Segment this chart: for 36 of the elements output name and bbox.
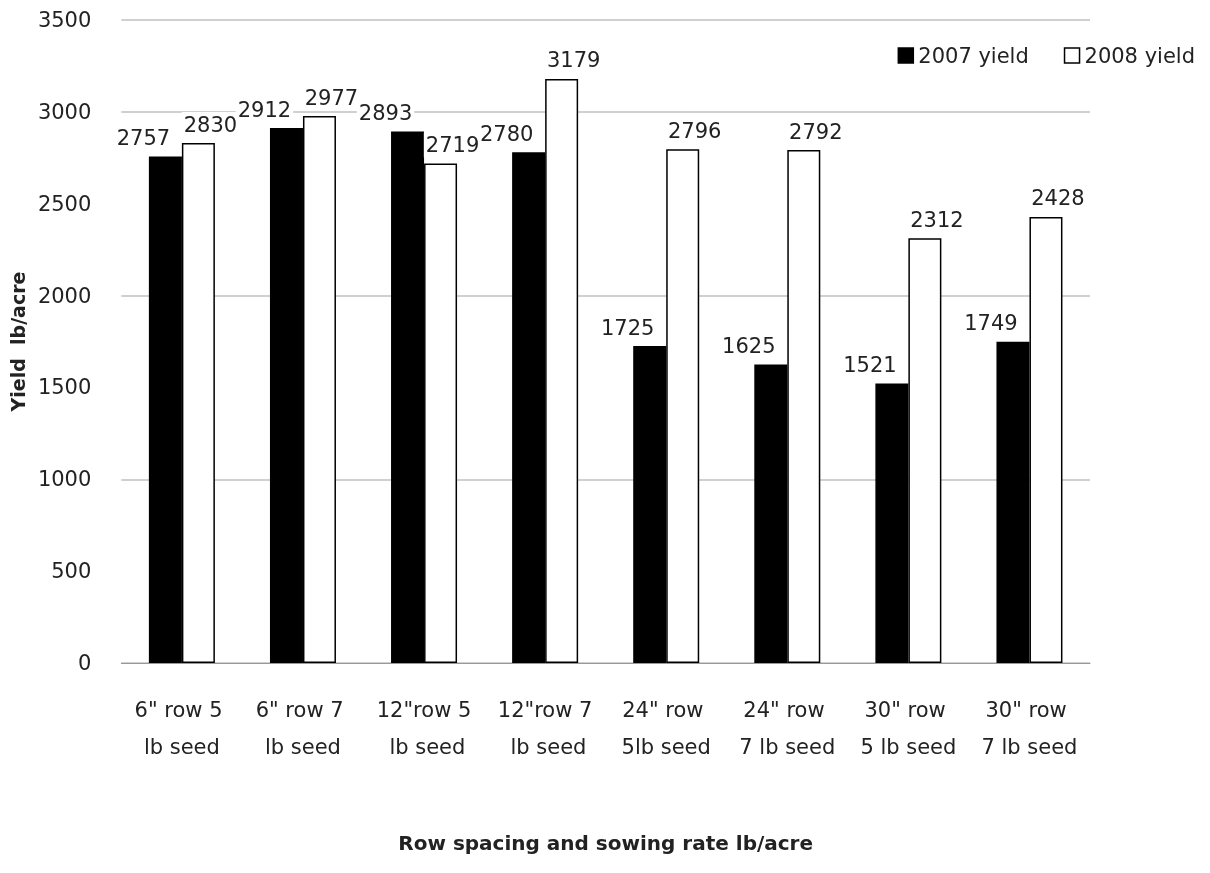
legend-label: 2008 yield [1084, 43, 1195, 68]
x-axis-title: Row spacing and sowing rate lb/acre [398, 831, 814, 855]
data-label: 2977 [304, 85, 359, 110]
y-tick-label: 1000 [37, 467, 92, 492]
data-label: 2757 [116, 126, 171, 150]
data-label: 2912 [237, 97, 292, 122]
x-tick-label: 6" row 5 lb seed [134, 697, 230, 759]
y-tick-label: 2000 [37, 283, 92, 308]
x-tick-label: 30" row 7 lb seed [981, 697, 1078, 759]
data-label: 2312 [910, 207, 964, 232]
legend-label: 2007 yield [918, 43, 1029, 68]
data-label: 2719 [425, 132, 480, 157]
y-tick-label: 500 [51, 559, 92, 584]
x-tick-label: 30" row 5 lb seed [860, 697, 957, 759]
x-tick-label: 24" row 7 lb seed [739, 697, 836, 759]
y-tick-label: 2500 [37, 191, 92, 216]
x-tick-label: 12"row 5 lb seed [376, 697, 472, 759]
data-label: 2830 [183, 112, 238, 137]
y-tick-label: 0 [77, 651, 92, 675]
data-label: 2893 [358, 101, 413, 126]
x-tick-label: 24" row 5lb seed [621, 697, 711, 759]
x-tick-label: 6" row 7 lb seed [255, 697, 351, 759]
data-label: 2428 [1031, 186, 1085, 211]
data-label: 1749 [964, 311, 1018, 336]
data-label: 1625 [722, 333, 776, 358]
data-label: 3179 [546, 48, 601, 73]
data-label: 1725 [600, 315, 655, 340]
data-label: 2792 [789, 119, 843, 144]
data-label: 1521 [843, 353, 897, 378]
x-tick-label: 12"row 7 lb seed [497, 697, 593, 759]
y-tick-label: 3000 [37, 99, 92, 124]
y-tick-label: 1500 [37, 375, 92, 400]
y-axis-title: Yield lb/acre [6, 271, 29, 413]
data-label: 2780 [479, 121, 534, 146]
y-tick-label: 3500 [37, 8, 92, 32]
data-label: 2796 [667, 118, 722, 143]
